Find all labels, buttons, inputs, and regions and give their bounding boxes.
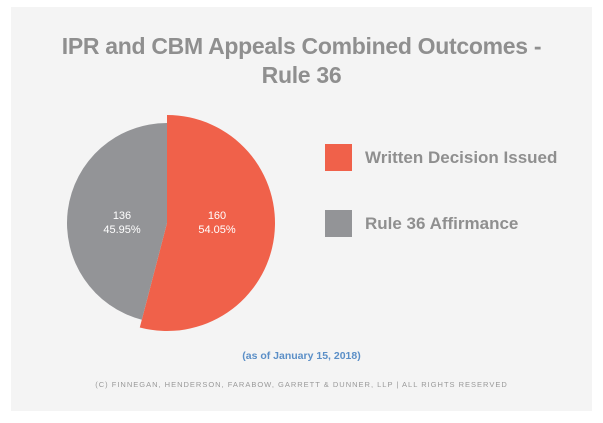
legend-item-rule-36: Rule 36 Affirmance bbox=[325, 210, 518, 237]
slice-data-label: 160 bbox=[208, 210, 226, 222]
slice-data-label: 136 bbox=[113, 210, 131, 222]
slice-data-label: 54.05% bbox=[198, 224, 236, 236]
slice-data-label: 45.95% bbox=[103, 224, 141, 236]
copyright: (C) FINNEGAN, HENDERSON, FARABOW, GARRET… bbox=[95, 380, 508, 389]
legend-label: Rule 36 Affirmance bbox=[365, 213, 519, 233]
title-line-2: Rule 36 bbox=[261, 62, 342, 88]
pie-slice bbox=[67, 123, 167, 320]
legend-swatch bbox=[325, 144, 352, 171]
chart-title: IPR and CBM Appeals Combined Outcomes - … bbox=[0, 32, 603, 90]
date-note: (as of January 15, 2018) bbox=[242, 350, 361, 362]
legend-item-written-decision: Written Decision Issued bbox=[325, 144, 557, 171]
legend-label: Written Decision Issued bbox=[365, 147, 558, 167]
title-line-1: IPR and CBM Appeals Combined Outcomes - bbox=[61, 33, 542, 59]
legend-swatch bbox=[325, 210, 352, 237]
pie-slice bbox=[139, 115, 275, 331]
